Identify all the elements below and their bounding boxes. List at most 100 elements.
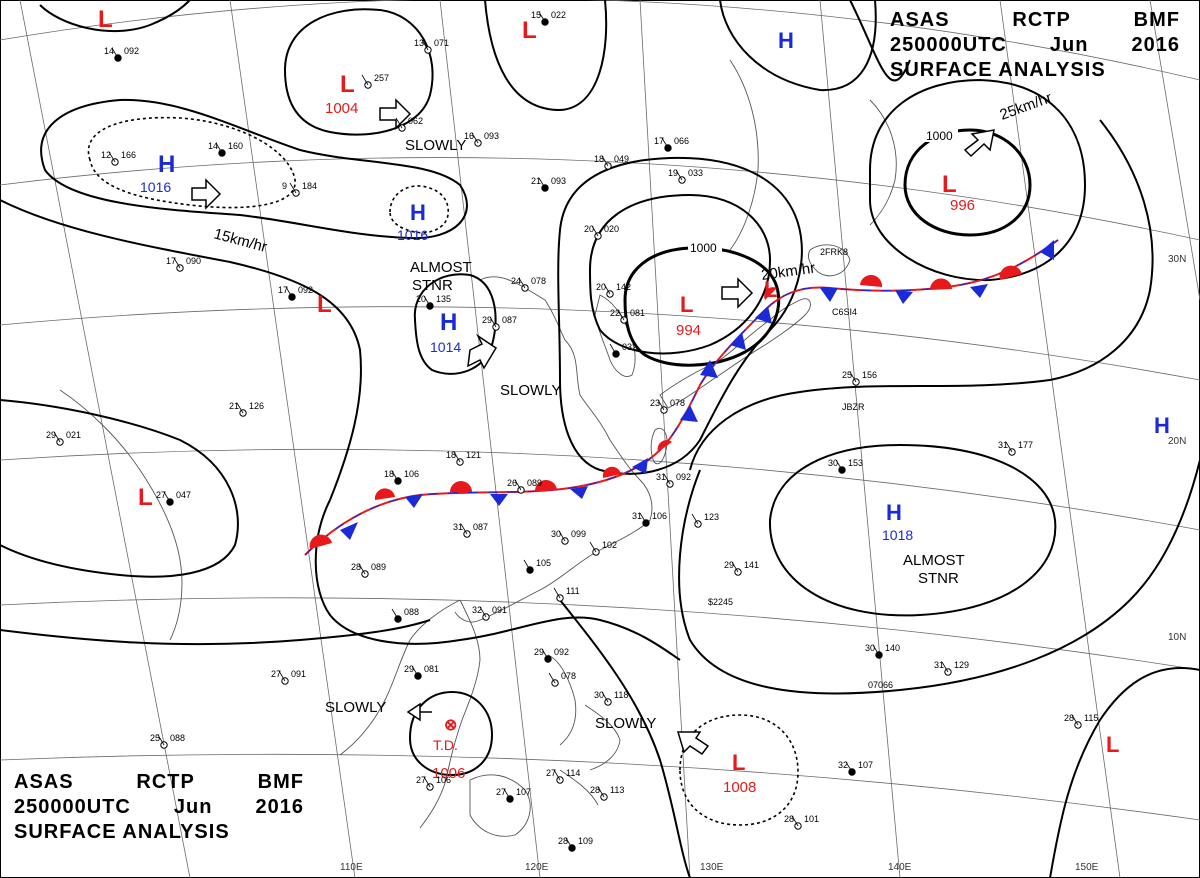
station-plot: 078 <box>548 671 576 687</box>
pressure-value: 1016 <box>397 227 428 243</box>
station-pressure: 160 <box>228 141 243 151</box>
station-plot: 032 <box>609 342 637 358</box>
station-pressure: 078 <box>670 398 685 408</box>
isobar-1004 <box>283 8 434 136</box>
warm-mark <box>764 287 777 300</box>
station-pressure: 081 <box>630 308 645 318</box>
station-observations: 14 092 13 071 257 15 022 062 16 093 14 160 12 166 9 184… <box>46 10 1098 852</box>
station-plot: 27 114 <box>546 768 580 784</box>
lon-label: 110E <box>340 862 363 873</box>
wind-barb-icon <box>609 343 617 355</box>
cold-mark <box>340 522 358 540</box>
wind-barb-icon <box>157 734 165 746</box>
station-plot: 18 106 <box>384 469 419 485</box>
station-pressure: 123 <box>704 512 719 522</box>
wind-barb-icon <box>423 295 431 307</box>
station-temp: 29 <box>724 560 734 570</box>
wind-barb-icon <box>453 451 461 463</box>
station-temp: 25 <box>150 733 160 743</box>
station-pressure: 022 <box>551 10 566 20</box>
low-symbol: L <box>680 292 693 317</box>
isobar-mid-lower <box>0 619 431 646</box>
wind-barb-icon <box>471 132 479 144</box>
wind-barb-icon <box>541 648 549 660</box>
station-temp: 27 <box>156 490 166 500</box>
wind-barb-icon <box>460 523 468 535</box>
station-temp: 23 <box>650 398 660 408</box>
coast-taiwan <box>650 427 668 465</box>
wind-barb-icon <box>731 561 739 573</box>
station-pressure: 101 <box>804 814 819 824</box>
station-plot: 18 121 <box>446 450 481 466</box>
arrow-icon <box>191 178 222 210</box>
station-id: 07066 <box>868 680 893 690</box>
station-pressure: 126 <box>249 401 264 411</box>
station-plot: 102 <box>589 540 617 556</box>
station-plot: 24 078 <box>511 276 546 292</box>
station-plot: 31 087 <box>453 522 488 538</box>
coast-sea <box>729 59 897 251</box>
wind-barb-icon <box>289 182 297 194</box>
station-plot: 27 106 <box>416 775 451 791</box>
station-plot: 31 129 <box>934 660 969 676</box>
isobar-lower-mid <box>559 599 691 878</box>
cold-mark <box>730 332 746 350</box>
high-symbol: H <box>410 200 426 225</box>
pressure-value: 1018 <box>882 527 913 543</box>
high-symbol: H <box>886 500 902 525</box>
station-plot: 111 <box>553 586 580 602</box>
cold-mark <box>570 486 588 499</box>
arrow-icon <box>676 731 710 756</box>
station-plot: 105 <box>523 558 551 574</box>
lon-label: 130E <box>700 862 724 873</box>
cold-mark <box>700 360 718 378</box>
station-plot: 28 101 <box>784 814 819 830</box>
station-pressure: 020 <box>604 224 619 234</box>
isobar-mid-china <box>314 499 681 661</box>
isobar-996-outer <box>869 78 1087 282</box>
station-pressure: 081 <box>424 664 439 674</box>
station-pressure: 088 <box>170 733 185 743</box>
pressure-value: 996 <box>950 197 975 214</box>
wind-barb-icon <box>691 513 699 525</box>
header-line-3: SURFACE ANALYSIS <box>14 820 304 845</box>
wind-barb-icon <box>503 788 511 800</box>
station-temp: 27 <box>546 768 556 778</box>
warm-mark <box>657 440 672 452</box>
map-header-bottom: ASAS RCTP BMF 250000UTC Jun 2016 SURFACE… <box>14 770 304 845</box>
station-temp: 20 <box>416 294 426 304</box>
station-pressure: 047 <box>176 490 191 500</box>
wind-barb-icon <box>278 670 286 682</box>
front-line-west-blue <box>304 239 1059 556</box>
station-plot: 17 090 <box>166 256 201 272</box>
station-pressure: 021 <box>66 430 81 440</box>
station-pressure: 049 <box>614 154 629 164</box>
isobar-value: 1000 <box>690 241 717 255</box>
station-pressure: 109 <box>578 836 593 846</box>
wind-barb-icon <box>215 142 223 154</box>
header-station: RCTP <box>1012 9 1071 31</box>
station-plot: 17 092 <box>278 285 313 301</box>
station-plot: 29 087 <box>482 315 517 331</box>
station-temp: 20 <box>584 224 594 234</box>
station-pressure: 118 <box>614 690 628 700</box>
pressure-value: 994 <box>676 322 701 339</box>
pressure-systems: L L 1004 L H H 1016 H 1016 L H 1014 L 99… <box>98 6 1170 796</box>
header-station: RCTP <box>136 771 195 793</box>
cold-mark <box>1040 240 1054 260</box>
station-pressure: 106 <box>652 511 667 521</box>
station-plot: 29 021 <box>46 430 81 446</box>
station-plot: 23 078 <box>650 398 685 414</box>
wind-barb-icon <box>361 74 369 86</box>
station-temp: 30 <box>594 690 604 700</box>
station-temp: 18 <box>446 450 456 460</box>
station-pressure: 121 <box>466 450 481 460</box>
station-pressure: 066 <box>674 136 689 146</box>
wind-barb-icon <box>603 283 611 295</box>
station-temp: 17 <box>166 256 176 266</box>
station-temp: 28 <box>590 785 600 795</box>
header-time: 250000UTC <box>14 796 131 818</box>
station-pressure: 087 <box>502 315 517 325</box>
